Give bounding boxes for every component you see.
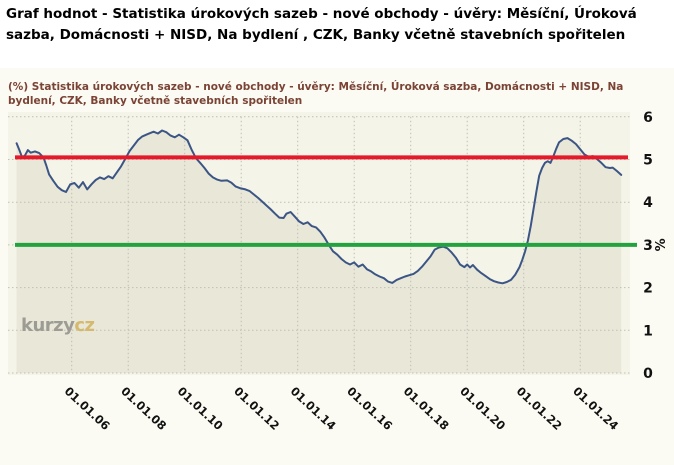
y-tick-label: 3 (643, 238, 653, 254)
percent-axis-label: % (654, 238, 669, 251)
watermark-kurzy: kurzy (21, 315, 75, 336)
y-tick-label: 2 (643, 281, 653, 297)
watermark-cz: cz (74, 315, 95, 336)
y-tick-label: 5 (643, 153, 653, 169)
kurzy-cz-watermark: kurzycz (21, 315, 95, 336)
y-tick-label: 4 (643, 195, 653, 211)
chart-subtitle: (%) Statistika úrokových sazeb - nové ob… (8, 81, 624, 107)
page-title: Graf hodnot - Statistika úrokových sazeb… (6, 6, 637, 43)
series-area (16, 130, 622, 373)
y-tick-label: 6 (643, 110, 653, 126)
y-tick-label: 1 (643, 323, 653, 339)
y-tick-label: 0 (643, 366, 653, 382)
